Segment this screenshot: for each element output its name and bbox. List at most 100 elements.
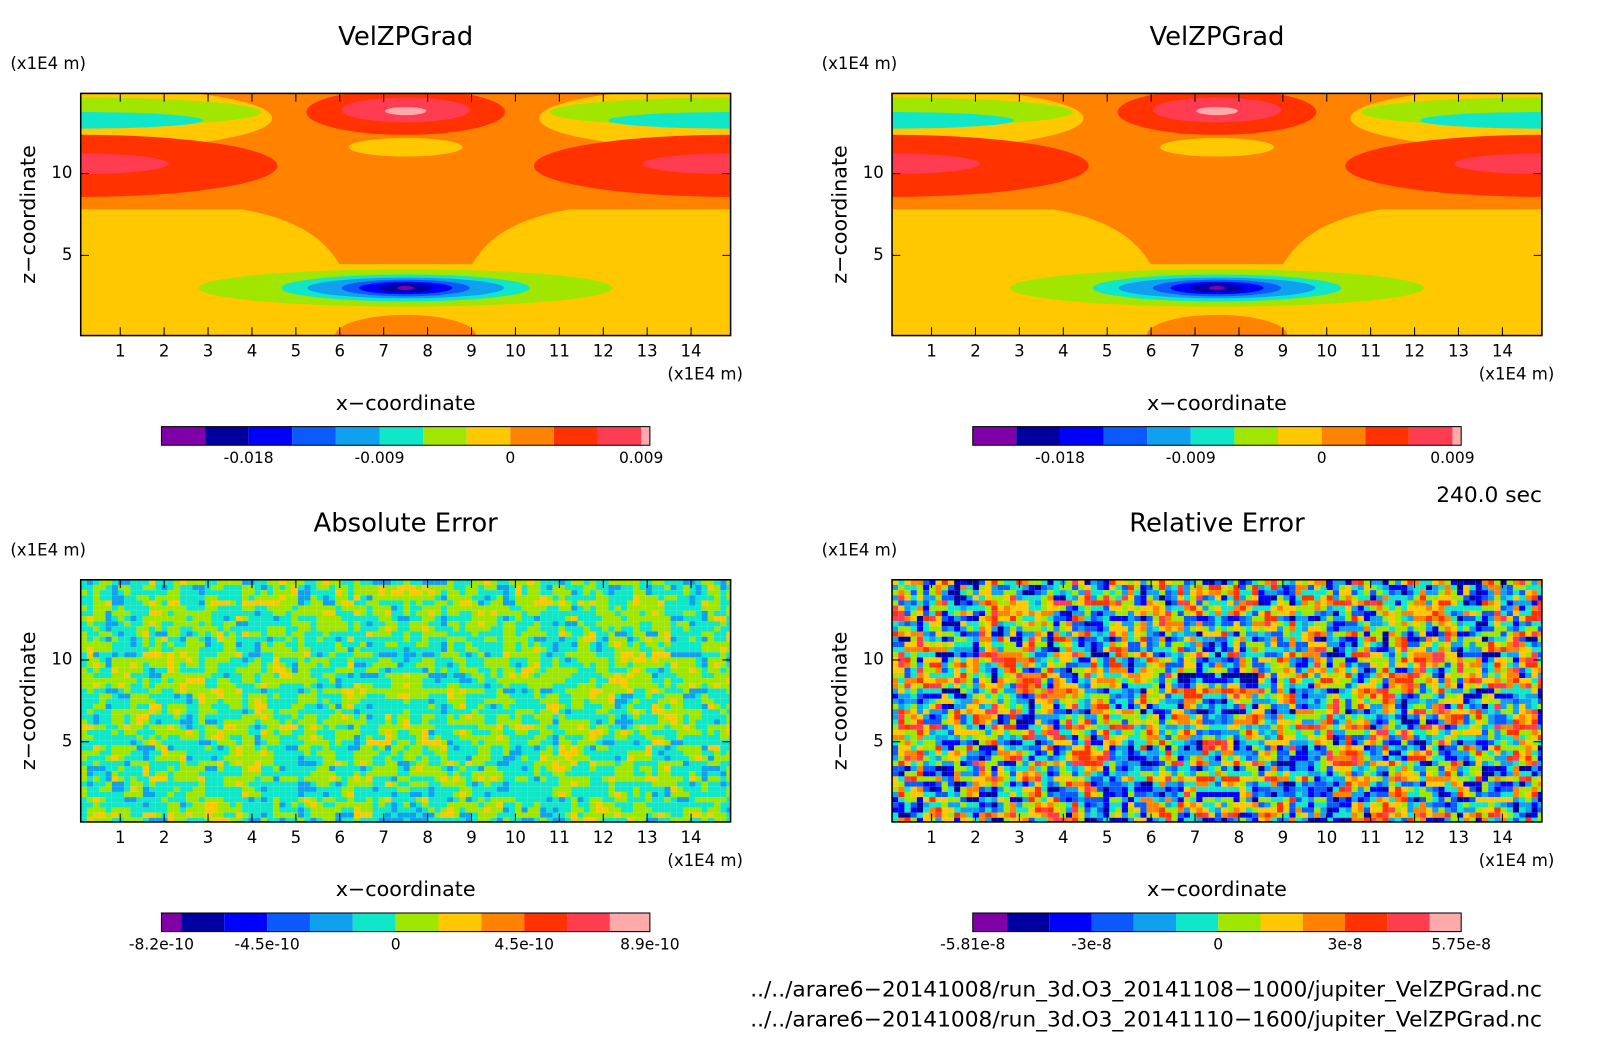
contour-cell	[627, 714, 634, 720]
contour-cell	[279, 621, 286, 627]
contour-cell	[335, 636, 342, 642]
contour-cell	[211, 595, 218, 601]
contour-cell	[453, 771, 460, 777]
contour-cell	[180, 745, 187, 751]
contour-cell	[273, 636, 280, 642]
contour-cell	[546, 667, 553, 673]
contour-cell	[192, 719, 199, 725]
contour-cell	[602, 595, 609, 601]
contour-cell	[180, 662, 187, 668]
contour-cell	[670, 595, 677, 601]
contour-cell	[124, 791, 131, 798]
contour-cell	[347, 760, 354, 767]
contour-cell	[602, 791, 609, 798]
contour-cell	[465, 812, 472, 818]
contour-cell	[490, 709, 497, 715]
contour-cell	[540, 755, 547, 761]
contour-cell	[397, 740, 404, 746]
contour-cell	[285, 807, 292, 813]
contour-cell	[149, 724, 156, 730]
contour-cell	[198, 647, 205, 653]
contour-cell	[589, 600, 597, 606]
contour-cell	[316, 615, 323, 622]
contour-cell	[341, 766, 348, 772]
contour-cell	[99, 590, 106, 596]
contour-cell	[416, 714, 423, 720]
contour-cell	[602, 662, 609, 668]
contour-cell	[211, 729, 218, 736]
contour-cell	[565, 755, 572, 761]
contour-cell	[707, 693, 715, 699]
contour-cell	[484, 786, 491, 792]
contour-cell	[80, 735, 87, 741]
contour-region	[80, 134, 278, 197]
contour-cell	[285, 662, 292, 668]
contour-cell	[602, 755, 609, 761]
contour-cell	[583, 760, 590, 767]
contour-cell	[86, 693, 94, 699]
contour-cell	[490, 652, 497, 658]
contour-cell	[707, 698, 715, 704]
contour-cell	[204, 615, 212, 622]
contour-cell	[465, 776, 472, 782]
contour-cell	[124, 636, 131, 642]
contour-cell	[397, 595, 404, 601]
contour-cell	[198, 745, 205, 751]
contour-cell	[155, 766, 162, 772]
contour-cell	[142, 621, 150, 627]
contour-cell	[577, 683, 584, 689]
contour-cell	[714, 807, 721, 813]
contour-cell	[416, 683, 423, 689]
contour-cell	[136, 657, 143, 663]
contour-cell	[260, 755, 267, 761]
contour-cell	[117, 688, 125, 694]
contour-cell	[496, 636, 503, 642]
contour-cell	[136, 786, 143, 792]
colorbar-frame	[160, 426, 651, 446]
contour-cell	[707, 755, 715, 761]
contour-cell	[714, 709, 721, 715]
contour-cell	[409, 791, 417, 798]
contour-cell	[378, 605, 385, 611]
contour-cell	[627, 750, 634, 756]
contour-cell	[639, 735, 646, 741]
contour-cell	[608, 631, 615, 637]
contour-cell	[720, 760, 727, 767]
contour-cell	[416, 590, 423, 596]
contour-cell	[192, 714, 199, 720]
contour-cell	[614, 657, 621, 663]
contour-cell	[248, 683, 255, 689]
contour-cell	[266, 595, 274, 601]
contour-cell	[540, 709, 547, 715]
contour-cell	[384, 605, 392, 611]
contour-cell	[676, 719, 683, 725]
contour-cell	[453, 600, 460, 606]
contour-cell	[714, 667, 721, 673]
contour-cell	[372, 688, 379, 694]
contour-cell	[502, 610, 510, 616]
contour-cell	[229, 776, 236, 782]
contour-cell	[558, 729, 566, 736]
contour-cell	[608, 724, 615, 730]
contour-cell	[341, 745, 348, 751]
contour-cell	[515, 652, 522, 658]
contour-cell	[266, 709, 274, 715]
contour-cell	[527, 709, 534, 715]
contour-cell	[329, 631, 336, 637]
contour-cell	[552, 729, 559, 736]
contour-cell	[720, 579, 727, 585]
contour-cell	[651, 735, 659, 741]
contour-cell	[627, 590, 634, 596]
contour-cell	[378, 600, 385, 606]
contour-cell	[86, 605, 94, 611]
contour-cell	[124, 771, 131, 777]
contour-cell	[639, 766, 646, 772]
contour-cell	[366, 678, 373, 684]
contour-cell	[726, 667, 731, 673]
contour-cell	[422, 579, 429, 585]
contour-cell	[422, 755, 429, 761]
contour-cell	[353, 621, 361, 627]
contour-cell	[707, 688, 715, 694]
contour-cell	[204, 641, 212, 648]
contour-cell	[223, 693, 230, 699]
